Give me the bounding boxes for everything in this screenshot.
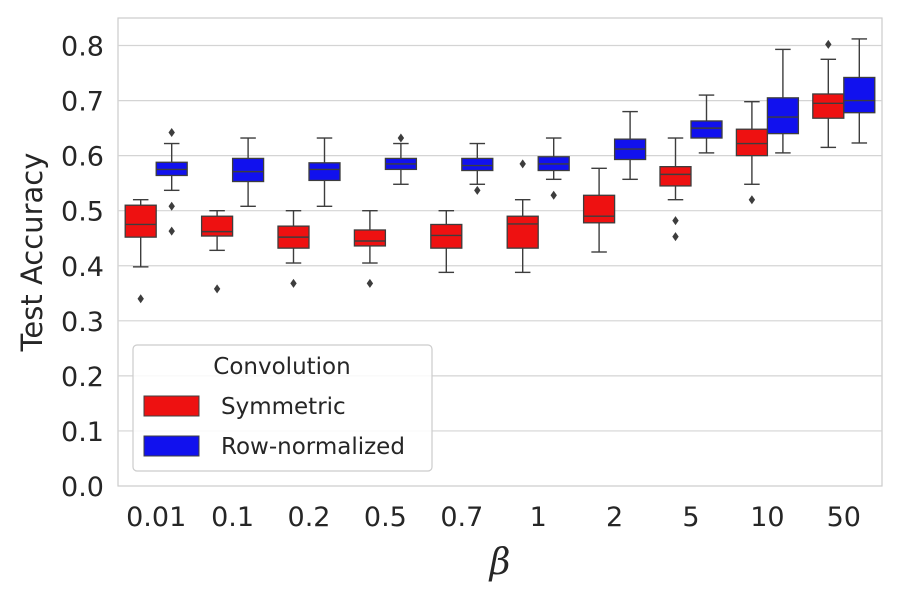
x-axis-label: β [488, 542, 511, 583]
iqr-box [353, 229, 387, 247]
x-tick-label: 5 [682, 502, 699, 533]
iqr-box [843, 76, 876, 114]
outlier-point [137, 294, 144, 304]
y-tick-label: 0.1 [61, 417, 104, 448]
iqr-box [461, 157, 494, 172]
x-tick-label: 50 [827, 502, 861, 533]
box-row-normalized-0.1 [231, 137, 265, 208]
legend-swatch-symmetric [143, 395, 200, 417]
outlier-point [519, 159, 526, 169]
outlier-point [474, 185, 481, 195]
outlier-point [672, 216, 679, 226]
box-symmetric-0.2 [277, 210, 310, 288]
x-tick-label: 0.5 [364, 502, 407, 533]
outlier-point [168, 201, 175, 211]
box-row-normalized-5 [690, 94, 723, 154]
y-tick-label: 0.8 [61, 32, 104, 63]
legend-frame [132, 344, 433, 472]
box-row-normalized-0.01 [155, 128, 188, 236]
box-symmetric-0.1 [200, 210, 234, 294]
box-row-normalized-2 [613, 110, 647, 181]
box-symmetric-10 [735, 100, 769, 205]
iqr-box [659, 166, 692, 187]
box-symmetric-0.5 [353, 210, 387, 288]
outlier-point [168, 226, 175, 236]
x-tick-label: 10 [750, 502, 784, 533]
box-symmetric-5 [659, 137, 692, 242]
y-tick-label: 0.7 [61, 87, 104, 118]
box-row-normalized-50 [843, 38, 876, 144]
iqr-box [735, 128, 769, 157]
iqr-box [812, 93, 845, 119]
box-symmetric-0.01 [124, 198, 157, 304]
box-row-normalized-0.2 [308, 137, 341, 208]
box-symmetric-1 [506, 159, 539, 274]
box-row-normalized-0.5 [384, 133, 418, 185]
x-tick-label: 0.2 [288, 502, 331, 533]
iqr-box [430, 223, 463, 249]
x-tick-label: 2 [606, 502, 623, 533]
y-tick-label: 0.3 [61, 307, 104, 338]
x-tick-label: 0.01 [126, 502, 186, 533]
box-row-normalized-10 [766, 48, 800, 154]
box-symmetric-2 [582, 167, 616, 253]
outlier-point [825, 39, 832, 49]
legend-swatch-row-normalized [143, 435, 200, 457]
iqr-box [582, 194, 616, 224]
iqr-box [231, 157, 265, 183]
x-tick-label: 1 [530, 502, 547, 533]
box-row-normalized-0.7 [461, 142, 494, 195]
y-tick-label: 0.5 [61, 197, 104, 228]
box-series [124, 38, 876, 304]
outlier-point [672, 232, 679, 242]
legend-title: Convolution [213, 354, 350, 380]
outlier-point [748, 195, 756, 205]
y-tick-labels: 0.0 0.1 0.2 0.3 0.4 0.5 0.6 0.7 0.8 [61, 32, 104, 503]
iqr-box [124, 204, 157, 238]
iqr-box [200, 215, 234, 237]
iqr-box [506, 215, 539, 249]
legend-label-row-normalized: Row-normalized [221, 434, 405, 460]
iqr-box [766, 97, 800, 135]
legend: Convolution Symmetric Row-normalized [132, 344, 433, 472]
outlier-point [168, 128, 175, 138]
y-tick-label: 0.4 [61, 252, 104, 283]
outlier-point [397, 133, 405, 143]
legend-label-symmetric: Symmetric [221, 394, 346, 420]
x-tick-label: 0.1 [211, 502, 254, 533]
box-row-normalized-1 [537, 137, 570, 200]
y-tick-label: 0.0 [61, 472, 104, 503]
box-symmetric-0.7 [430, 210, 463, 274]
iqr-box [690, 120, 723, 139]
y-axis-label: Test Accuracy [15, 153, 49, 353]
x-tick-labels: 0.01 0.1 0.2 0.5 0.7 1 2 5 10 50 [126, 502, 861, 533]
y-tick-label: 0.2 [61, 362, 104, 393]
outlier-point [290, 278, 297, 288]
outlier-point [213, 284, 221, 294]
x-tick-label: 0.7 [440, 502, 483, 533]
outlier-point [366, 278, 374, 288]
outlier-point [550, 190, 557, 200]
iqr-box [308, 162, 341, 182]
y-tick-label: 0.6 [61, 142, 104, 173]
